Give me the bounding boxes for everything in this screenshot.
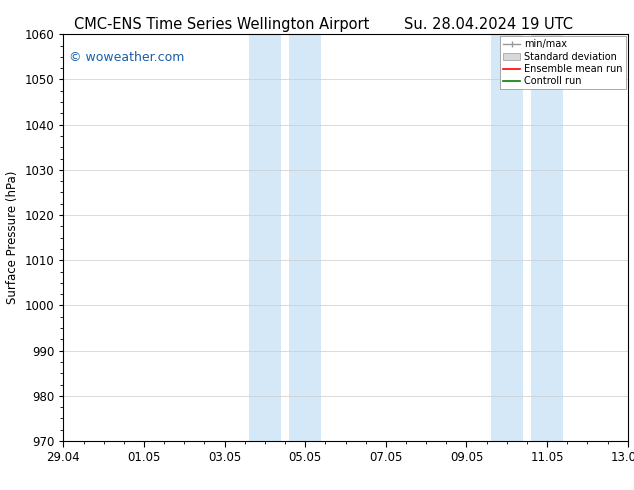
Text: Su. 28.04.2024 19 UTC: Su. 28.04.2024 19 UTC [404, 17, 573, 32]
Bar [531, 34, 563, 441]
Y-axis label: Surface Pressure (hPa): Surface Pressure (hPa) [6, 171, 19, 304]
Text: © woweather.com: © woweather.com [69, 50, 184, 64]
Text: CMC-ENS Time Series Wellington Airport: CMC-ENS Time Series Wellington Airport [74, 17, 370, 32]
Legend: min/max, Standard deviation, Ensemble mean run, Controll run: min/max, Standard deviation, Ensemble me… [500, 36, 626, 89]
Bar [249, 34, 281, 441]
Bar [491, 34, 523, 441]
Bar [289, 34, 321, 441]
